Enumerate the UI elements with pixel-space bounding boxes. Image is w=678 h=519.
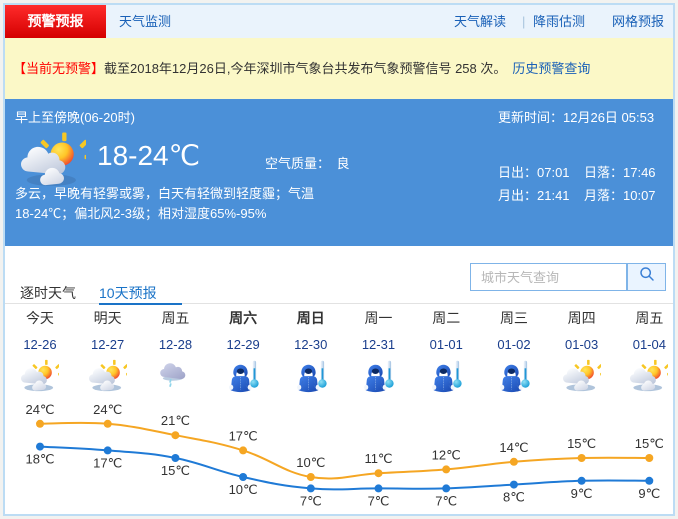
svg-text:8℃: 8℃ [503, 490, 525, 505]
svg-text:24℃: 24℃ [93, 402, 122, 417]
svg-text:15℃: 15℃ [567, 436, 596, 451]
svg-text:7℃: 7℃ [368, 493, 390, 508]
svg-text:17℃: 17℃ [93, 455, 122, 470]
svg-text:17℃: 17℃ [229, 428, 258, 443]
svg-text:9℃: 9℃ [638, 486, 660, 501]
svg-text:11℃: 11℃ [364, 451, 392, 466]
svg-text:12℃: 12℃ [432, 447, 461, 462]
svg-text:7℃: 7℃ [300, 493, 322, 508]
svg-text:9℃: 9℃ [571, 486, 593, 501]
svg-text:15℃: 15℃ [161, 463, 190, 478]
svg-text:21℃: 21℃ [161, 413, 190, 428]
svg-text:10℃: 10℃ [296, 455, 325, 470]
svg-text:7℃: 7℃ [435, 493, 457, 508]
svg-text:18℃: 18℃ [25, 452, 54, 467]
svg-text:15℃: 15℃ [635, 436, 664, 451]
svg-text:10℃: 10℃ [229, 482, 258, 497]
svg-text:24℃: 24℃ [25, 402, 54, 417]
svg-text:14℃: 14℃ [499, 440, 528, 455]
